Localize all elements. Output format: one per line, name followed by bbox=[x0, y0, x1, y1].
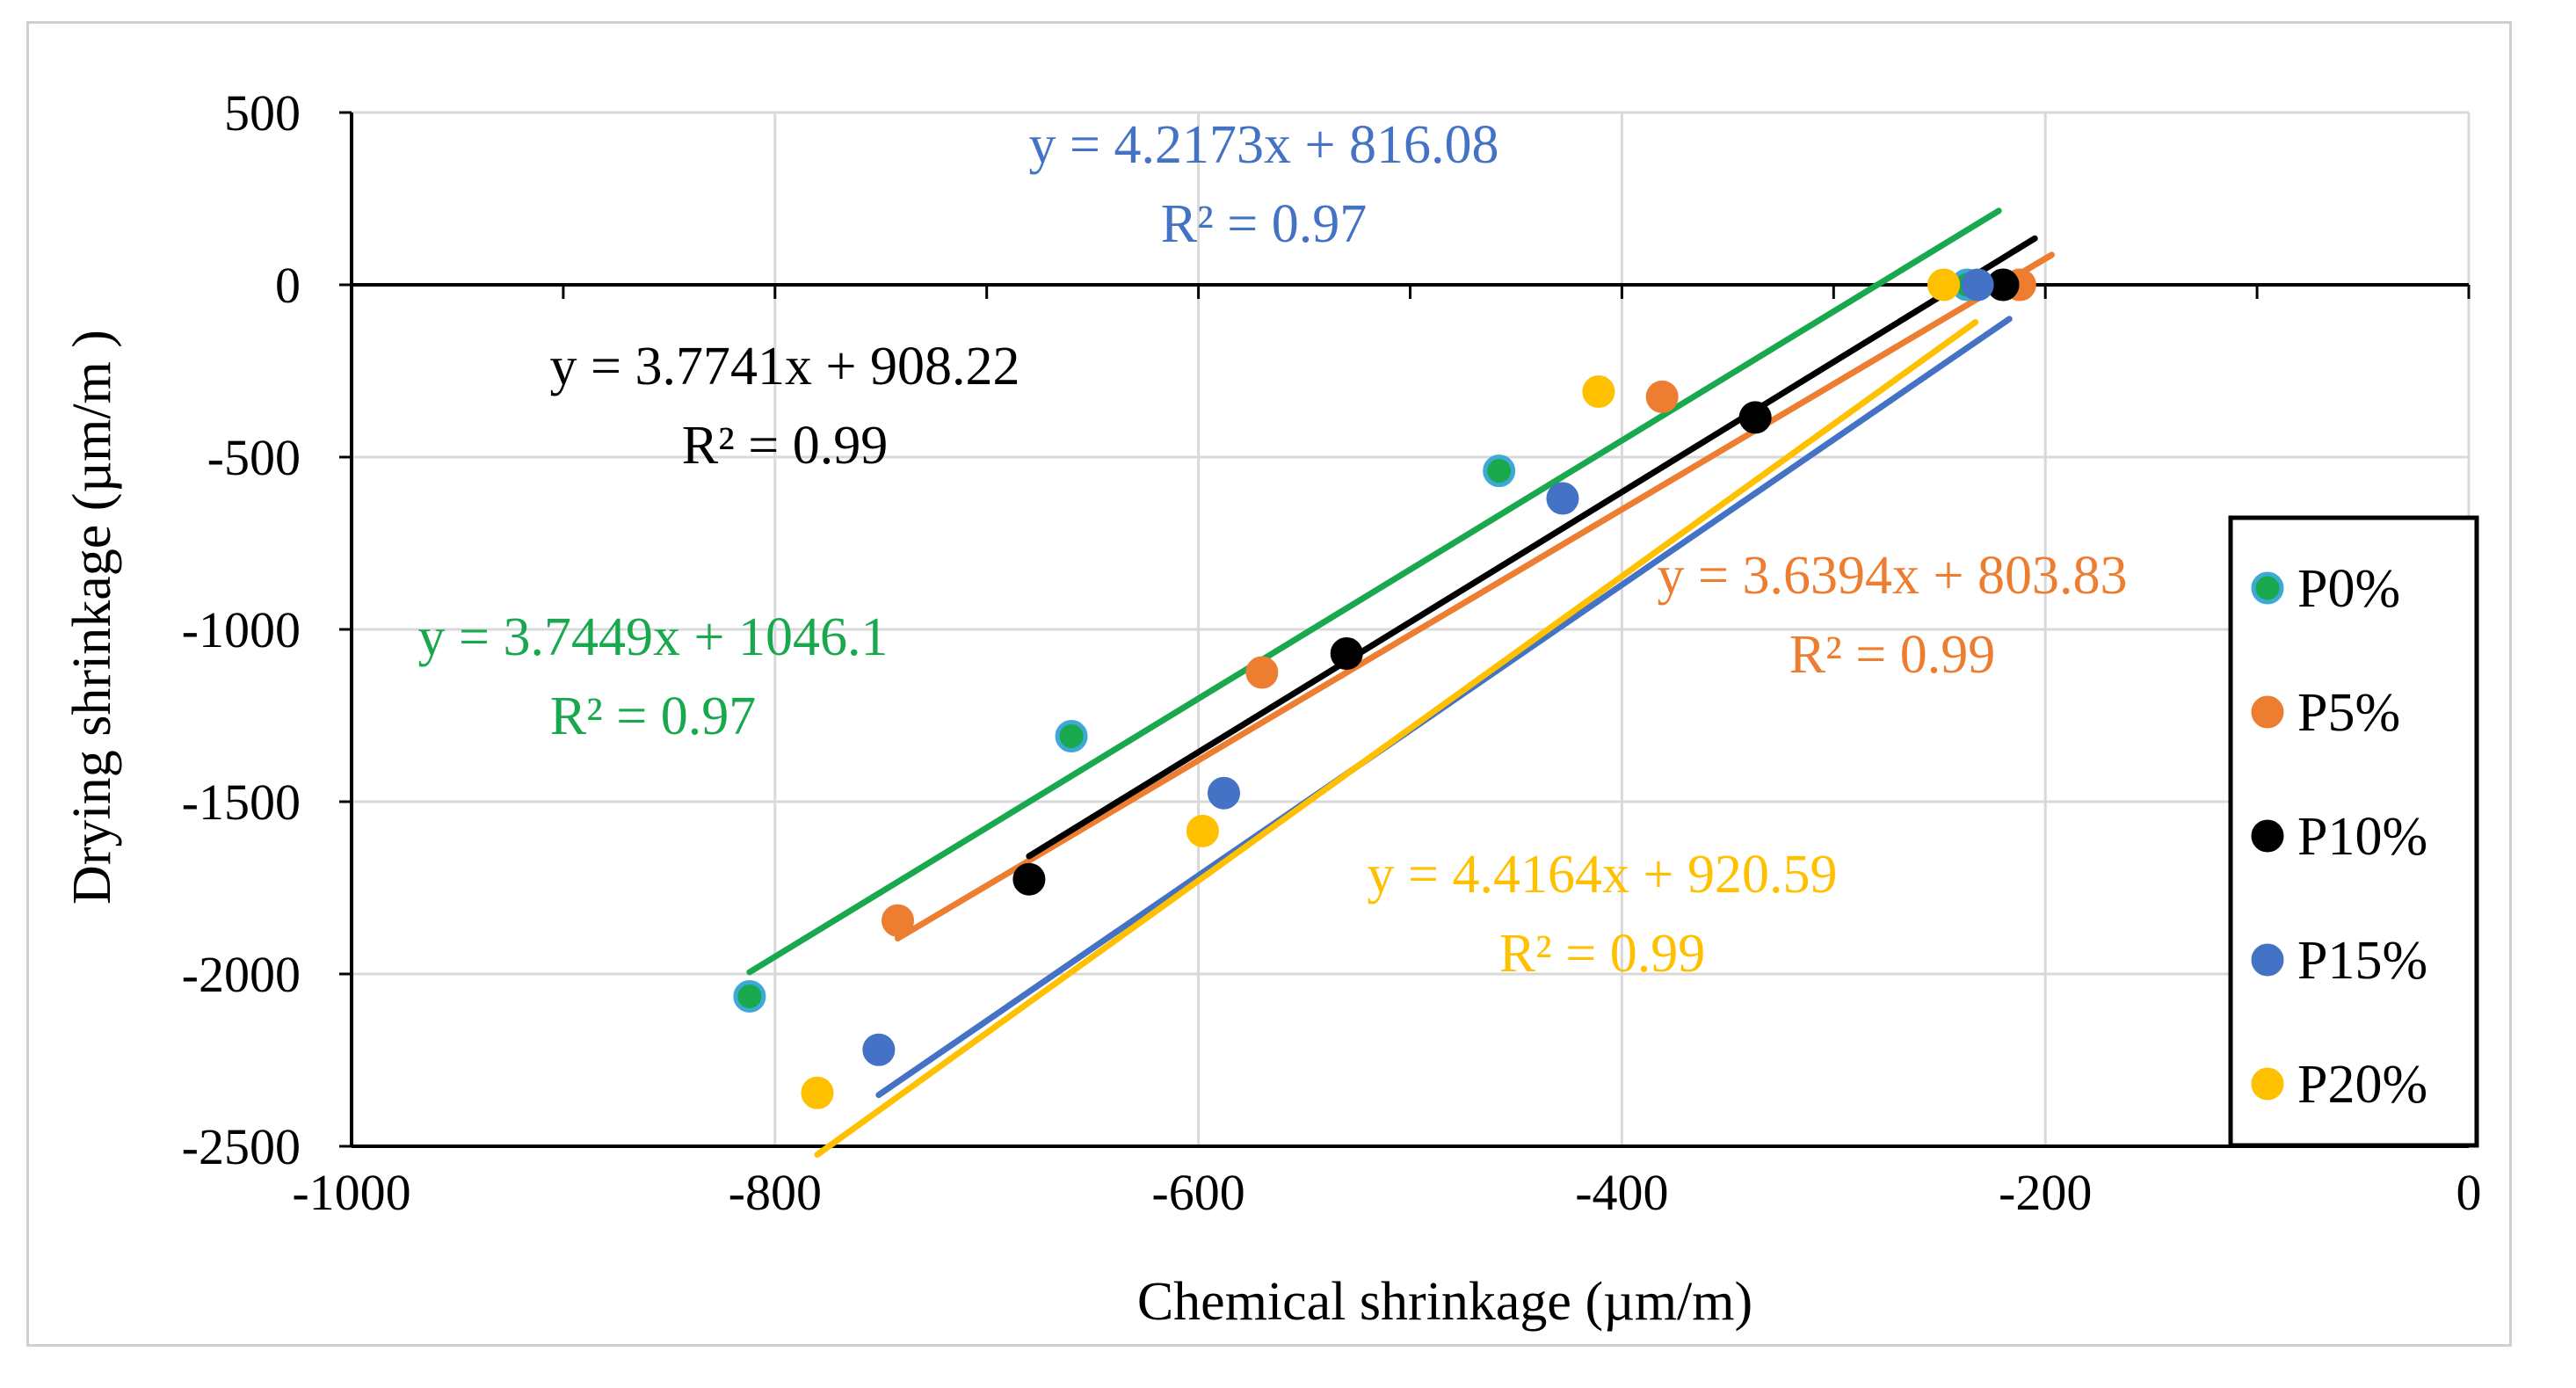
y-tick-label: -1000 bbox=[182, 601, 301, 658]
legend: P0% P5% P10% P15% P20% bbox=[2228, 515, 2479, 1148]
legend-label-P20%: P20% bbox=[2297, 1055, 2427, 1115]
legend-label-P15%: P15% bbox=[2297, 931, 2427, 991]
equation-p15: y = 4.2173x + 816.08 bbox=[1029, 115, 1499, 175]
legend-label-P10%: P10% bbox=[2297, 807, 2427, 867]
data-point-P0% bbox=[1055, 720, 1088, 753]
x-axis-title: Chemical shrinkage (µm/m) bbox=[1137, 1272, 1752, 1332]
x-tick-label: -200 bbox=[1999, 1164, 2092, 1221]
chart: -1000 -800 -600 -400 -200 05000-500-1000-1500… bbox=[62, 84, 2482, 1332]
data-point-P10% bbox=[1330, 636, 1363, 670]
y-axis-title: Drying shrinkage (µm/m ) bbox=[62, 330, 122, 905]
trendlines bbox=[746, 207, 2055, 1158]
data-point-P20% bbox=[1582, 375, 1615, 409]
data-point-P0% bbox=[733, 979, 766, 1013]
data-point-P10% bbox=[1012, 862, 1046, 896]
y-tick-label: -500 bbox=[207, 429, 301, 486]
data-point-P20% bbox=[1927, 268, 1961, 302]
legend-marker-P20% bbox=[2251, 1067, 2284, 1101]
equation-annotations: y = 4.2173x + 816.08 R² = 0.97 y = 3.774… bbox=[418, 115, 2128, 984]
data-point-P15% bbox=[1546, 482, 1579, 515]
x-tick-label: -400 bbox=[1575, 1164, 1668, 1221]
equation-p10: y = 3.7741x + 908.22 bbox=[550, 337, 1020, 396]
x-tick-label: -1000 bbox=[292, 1164, 410, 1221]
legend-label-P5%: P5% bbox=[2297, 683, 2400, 743]
data-points bbox=[733, 268, 2036, 1109]
equation-p5: y = 3.6394x + 803.83 bbox=[1658, 546, 2128, 606]
data-point-P15% bbox=[1961, 268, 1994, 302]
data-point-P5% bbox=[882, 904, 915, 937]
data-point-P15% bbox=[862, 1033, 896, 1066]
data-point-P0% bbox=[1483, 454, 1516, 488]
chart-frame: -1000 -800 -600 -400 -200 0 500 0 -500 -1000 -1500… bbox=[26, 21, 2512, 1347]
r2-p20: R² = 0.99 bbox=[1499, 924, 1705, 984]
legend-marker-P5% bbox=[2251, 695, 2284, 729]
data-point-P5% bbox=[1245, 656, 1279, 689]
data-point-P15% bbox=[1208, 776, 1241, 810]
x-tick-label: -600 bbox=[1151, 1164, 1244, 1221]
x-tick-label: 0 bbox=[2456, 1164, 2482, 1221]
r2-p15: R² = 0.97 bbox=[1161, 194, 1367, 254]
r2-p5: R² = 0.99 bbox=[1789, 625, 1995, 685]
data-point-P20% bbox=[801, 1076, 834, 1109]
legend-label-P0%: P0% bbox=[2297, 559, 2400, 619]
y-tick-label: 0 bbox=[275, 257, 301, 314]
x-tick-label: -800 bbox=[729, 1164, 822, 1221]
legend-marker-P10% bbox=[2251, 819, 2284, 853]
r2-p0: R² = 0.97 bbox=[550, 687, 756, 746]
axis-labels: Chemical shrinkage (µm/m) Drying shrinka… bbox=[62, 330, 1752, 1332]
trendline-P20% bbox=[814, 319, 1979, 1158]
trendline-P10% bbox=[1026, 235, 2038, 860]
data-point-P20% bbox=[1186, 814, 1219, 847]
axes: -1000 -800 -600 -400 -200 05000-500-1000-1500… bbox=[182, 84, 2482, 1221]
y-tick-label: 500 bbox=[224, 84, 301, 142]
data-point-P10% bbox=[1738, 401, 1772, 434]
equation-p20: y = 4.4164x + 920.59 bbox=[1368, 845, 1838, 905]
y-tick-label: -2500 bbox=[182, 1118, 301, 1175]
legend-marker-P0% bbox=[2251, 571, 2284, 605]
r2-p10: R² = 0.99 bbox=[682, 416, 888, 476]
legend-marker-P15% bbox=[2251, 943, 2284, 977]
trendline-P0% bbox=[746, 207, 2002, 976]
trendline-P5% bbox=[895, 251, 2055, 941]
y-tick-label: -2000 bbox=[182, 946, 301, 1003]
data-point-P5% bbox=[1645, 380, 1679, 413]
y-tick-label: -1500 bbox=[182, 774, 301, 831]
equation-p0: y = 3.7449x + 1046.1 bbox=[418, 607, 889, 667]
